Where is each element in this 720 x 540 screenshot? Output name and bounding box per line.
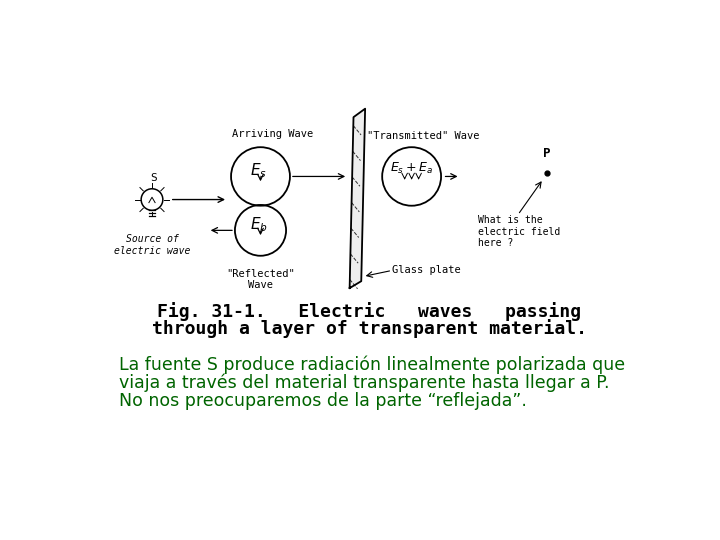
Text: S: S (150, 173, 157, 183)
Polygon shape (350, 109, 365, 288)
Text: $E_b$: $E_b$ (250, 215, 268, 233)
Text: No nos preocuparemos de la parte “reflejada”.: No nos preocuparemos de la parte “reflej… (120, 392, 527, 409)
Text: Glass plate: Glass plate (392, 265, 461, 275)
Text: "Transmitted" Wave: "Transmitted" Wave (367, 131, 480, 140)
Text: viaja a través del material transparente hasta llegar a P.: viaja a través del material transparente… (120, 374, 610, 392)
Text: $E_s + E_a$: $E_s + E_a$ (390, 161, 433, 176)
Text: What is the
electric field
here ?: What is the electric field here ? (477, 215, 559, 248)
Text: "Reflected"
Wave: "Reflected" Wave (226, 269, 295, 291)
Text: P: P (544, 147, 551, 160)
Text: Source of
electric wave: Source of electric wave (114, 234, 190, 256)
Text: through a layer of transparent material.: through a layer of transparent material. (151, 319, 587, 338)
Text: $E_s$: $E_s$ (251, 161, 267, 180)
Text: Fig. 31-1.   Electric   waves   passing: Fig. 31-1. Electric waves passing (157, 302, 581, 321)
Text: La fuente S produce radiación linealmente polarizada que: La fuente S produce radiación linealment… (120, 356, 626, 374)
Text: Arriving Wave: Arriving Wave (232, 129, 312, 139)
